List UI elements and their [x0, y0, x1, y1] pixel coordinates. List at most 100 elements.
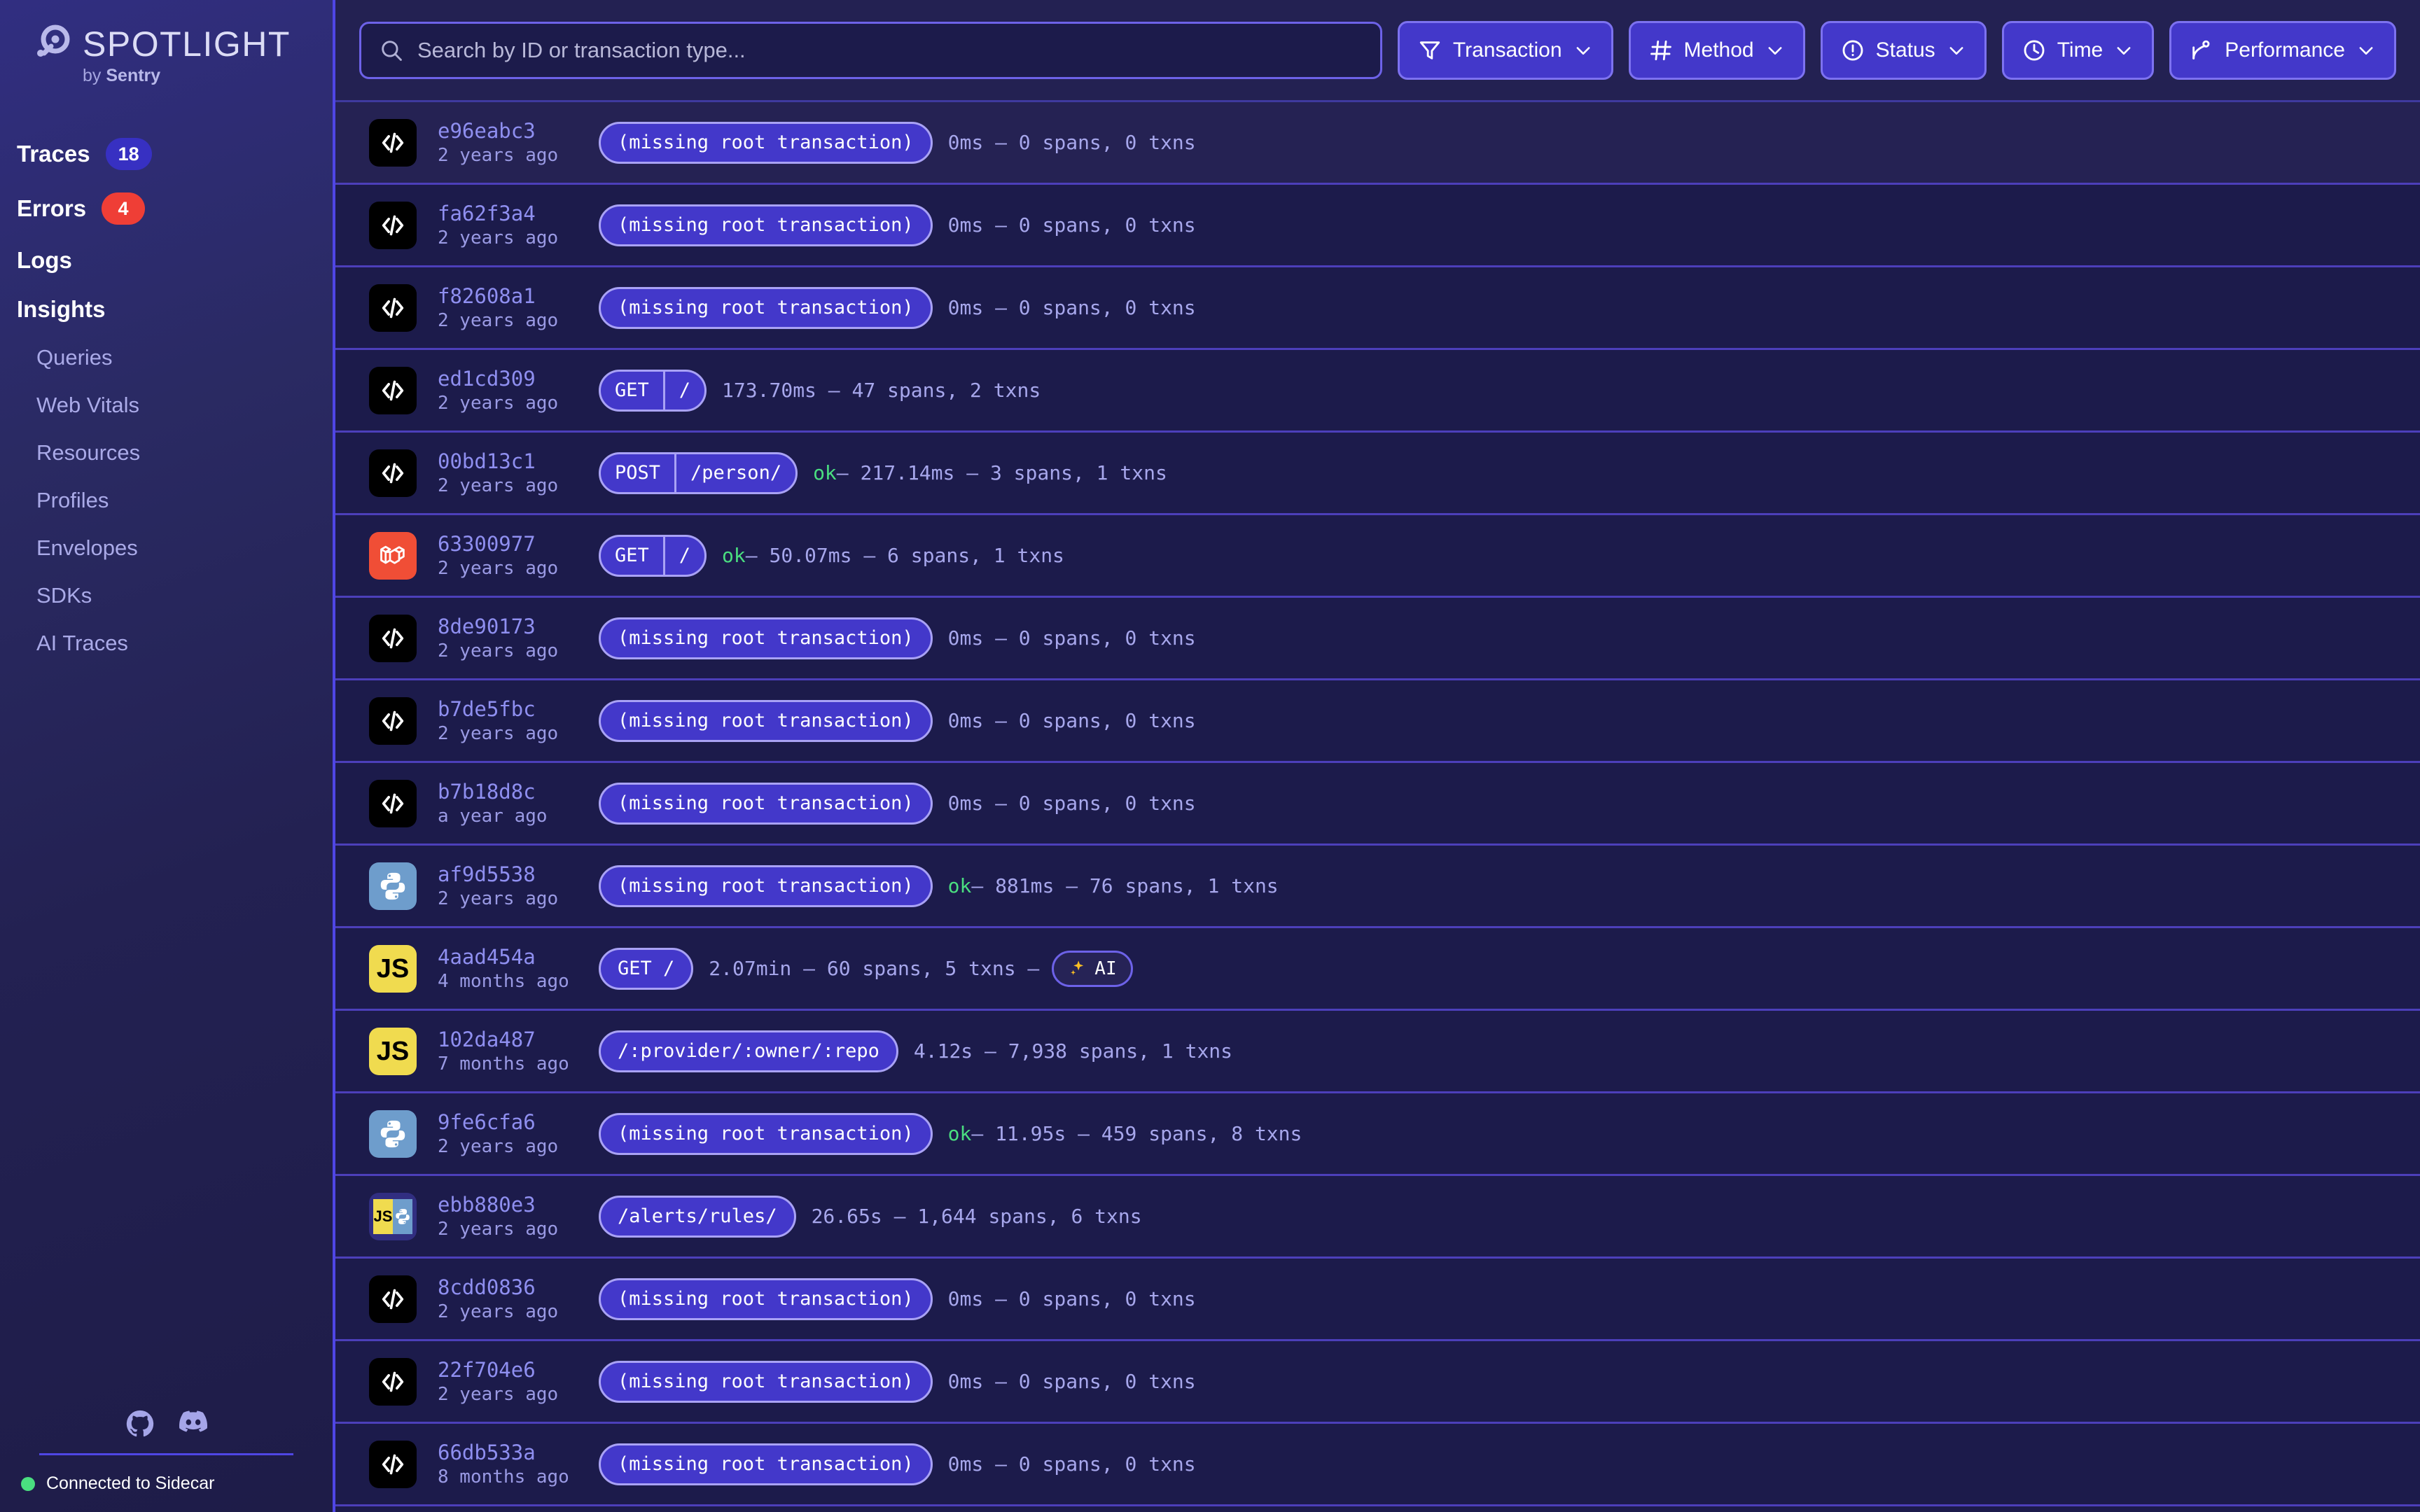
filter-button-performance[interactable]: Performance [2169, 20, 2396, 80]
trace-id[interactable]: 8de90173 [438, 614, 536, 638]
table-row[interactable]: 22f704e6 2 years ago (missing root transac… [335, 1341, 2420, 1424]
transaction-badge[interactable]: /alerts/rules/ [599, 1195, 796, 1238]
trace-timestamp: 2 years ago [438, 1301, 559, 1322]
sidebar-item-label: Envelopes [36, 536, 138, 560]
transaction-badge[interactable]: (missing root transaction) [599, 204, 933, 246]
trace-meta: (missing root transaction) ok — 11.95s — … [599, 1112, 1302, 1155]
trace-identity: af9d5538 2 years ago [438, 862, 578, 910]
trace-id[interactable]: f82608a1 [438, 284, 536, 308]
sidebar-item-label: Insights [17, 296, 106, 322]
sidebar-item-queries[interactable]: Queries [0, 335, 333, 380]
transaction-badge[interactable]: (missing root transaction) [599, 617, 933, 659]
table-row[interactable]: 66db533a 8 months ago (missing root transa… [335, 1424, 2420, 1506]
performance-icon [2190, 38, 2213, 62]
code-platform-icon [369, 1275, 417, 1323]
transaction-badge[interactable]: (missing root transaction) [599, 782, 933, 825]
transaction-badge[interactable]: (missing root transaction) [599, 286, 933, 329]
transaction-badge[interactable]: (missing root transaction) [599, 864, 933, 907]
trace-id[interactable]: e96eabc3 [438, 118, 536, 143]
logo-by: by [83, 66, 106, 85]
trace-timestamp: 2 years ago [438, 888, 559, 909]
table-row[interactable]: JS 102da487 7 months ago /:provider/:owner/… [335, 1011, 2420, 1093]
table-row[interactable]: 8de90173 2 years ago (missing root transac… [335, 598, 2420, 680]
sidebar-item-insights[interactable]: Insights [0, 286, 333, 332]
table-row[interactable]: f82608a1 2 years ago (missing root transac… [335, 267, 2420, 350]
search-input[interactable]: Search by ID or transaction type... [359, 21, 1382, 79]
trace-stats-text: — 881ms — 76 spans, 1 txns [971, 874, 1279, 897]
js-platform-icon: JS [369, 1027, 417, 1075]
sidebar-item-label: SDKs [36, 583, 92, 608]
trace-identity: 4aad454a 4 months ago [438, 945, 578, 993]
transaction-badge[interactable]: (missing root transaction) [599, 1360, 933, 1403]
table-row[interactable]: 8cdd0836 2 years ago (missing root transac… [335, 1259, 2420, 1341]
table-row[interactable]: af9d5538 2 years ago (missing root transac… [335, 846, 2420, 928]
trace-id[interactable]: 22f704e6 [438, 1357, 536, 1382]
trace-id[interactable]: 63300977 [438, 531, 536, 556]
github-icon[interactable] [126, 1410, 154, 1438]
table-row[interactable]: 9fe6cfa6 2 years ago (missing root transac… [335, 1093, 2420, 1176]
trace-identity: b7b18d8c a year ago [438, 780, 578, 827]
table-row[interactable]: e96eabc3 2 years ago (missing root transac… [335, 102, 2420, 185]
trace-id[interactable]: ebb880e3 [438, 1192, 536, 1217]
sidebar-item-sdks[interactable]: SDKs [0, 573, 333, 618]
trace-id[interactable]: 9fe6cfa6 [438, 1110, 536, 1134]
transaction-badge[interactable]: POST/person/ [599, 451, 798, 494]
http-method-label: POST [601, 454, 677, 492]
sidebar-item-resources[interactable]: Resources [0, 430, 333, 475]
sidebar-item-ai-traces[interactable]: AI Traces [0, 621, 333, 666]
trace-identity: e96eabc3 2 years ago [438, 119, 578, 167]
table-row[interactable]: b7b18d8c a year ago (missing root transact… [335, 763, 2420, 846]
transaction-badge[interactable]: GET / [599, 534, 707, 577]
sidebar-item-envelopes[interactable]: Envelopes [0, 526, 333, 570]
filter-button-method[interactable]: Method [1628, 20, 1805, 80]
ai-badge[interactable]: AI [1052, 950, 1133, 987]
trace-stats-text: 173.70ms — 47 spans, 2 txns [722, 379, 1041, 402]
trace-id[interactable]: b7de5fbc [438, 696, 536, 721]
trace-id[interactable]: 66db533a [438, 1440, 536, 1464]
table-row[interactable]: 00bd13c1 2 years ago POST/person/ok — 217.… [335, 433, 2420, 515]
trace-id[interactable]: 102da487 [438, 1027, 536, 1051]
trace-stats: 0ms — 0 spans, 0 txns [948, 1370, 1196, 1393]
trace-id[interactable]: fa62f3a4 [438, 201, 536, 225]
sidebar-item-profiles[interactable]: Profiles [0, 478, 333, 523]
trace-stats-text: 0ms — 0 spans, 0 txns [947, 131, 1196, 154]
trace-id[interactable]: af9d5538 [438, 862, 536, 886]
sidebar-item-errors[interactable]: Errors 4 [0, 183, 333, 234]
table-row[interactable]: 63300977 2 years ago GET / ok — 50.07ms — 6 … [335, 515, 2420, 598]
transaction-label: (missing root transaction) [618, 792, 914, 814]
transaction-badge[interactable]: (missing root transaction) [599, 1112, 933, 1155]
transaction-badge[interactable]: (missing root transaction) [599, 1278, 933, 1320]
table-row[interactable]: ed1cd309 2 years ago GET / 173.70ms — 47 spa… [335, 350, 2420, 433]
transaction-badge[interactable]: (missing root transaction) [599, 121, 933, 164]
table-row[interactable]: JS 4aad454a 4 months ago GET / 2.07min — 60 … [335, 928, 2420, 1011]
trace-meta: (missing root transaction) 0ms — 0 spans,… [599, 617, 1196, 659]
trace-timestamp: 4 months ago [438, 970, 569, 992]
table-row[interactable]: JS ebb880e3 2 years ago/alerts/rules/26.65… [335, 1176, 2420, 1259]
trace-id[interactable]: 4aad454a [438, 944, 536, 969]
trace-id[interactable]: 00bd13c1 [438, 449, 536, 473]
transaction-badge[interactable]: (missing root transaction) [599, 1443, 933, 1485]
trace-timestamp: 2 years ago [438, 1218, 559, 1240]
discord-icon[interactable] [179, 1410, 207, 1438]
trace-id[interactable]: b7b18d8c [438, 779, 536, 804]
sidebar-item-web-vitals[interactable]: Web Vitals [0, 383, 333, 428]
multi-platform-icon: JS [369, 1192, 417, 1240]
filter-button-transaction[interactable]: Transaction [1397, 20, 1613, 80]
table-row[interactable]: b7de5fbc 2 years ago (missing root transac… [335, 680, 2420, 763]
transaction-badge[interactable]: (missing root transaction) [599, 699, 933, 742]
transaction-badge[interactable]: GET / [599, 947, 694, 990]
transaction-badge[interactable]: /:provider/:owner/:repo [599, 1030, 898, 1072]
transaction-badge[interactable]: GET / [599, 369, 707, 412]
table-row[interactable]: fa62f3a4 2 years ago (missing root transac… [335, 185, 2420, 267]
trace-identity: ed1cd309 2 years ago [438, 367, 578, 414]
filter-button-status[interactable]: Status [1820, 20, 1987, 80]
trace-timestamp: 2 years ago [438, 227, 559, 248]
trace-id[interactable]: 8cdd0836 [438, 1275, 536, 1299]
trace-id[interactable]: ed1cd309 [438, 366, 536, 391]
logo-wordmark: SPOTLIGHT [83, 24, 291, 64]
filter-button-time[interactable]: Time [2001, 20, 2155, 80]
sidebar-item-traces[interactable]: Traces 18 [0, 128, 333, 180]
sidebar-item-logs[interactable]: Logs [0, 237, 333, 284]
trace-stats-text: 4.12s — 7,938 spans, 1 txns [913, 1040, 1233, 1063]
trace-stats: 0ms — 0 spans, 0 txns [948, 214, 1196, 237]
